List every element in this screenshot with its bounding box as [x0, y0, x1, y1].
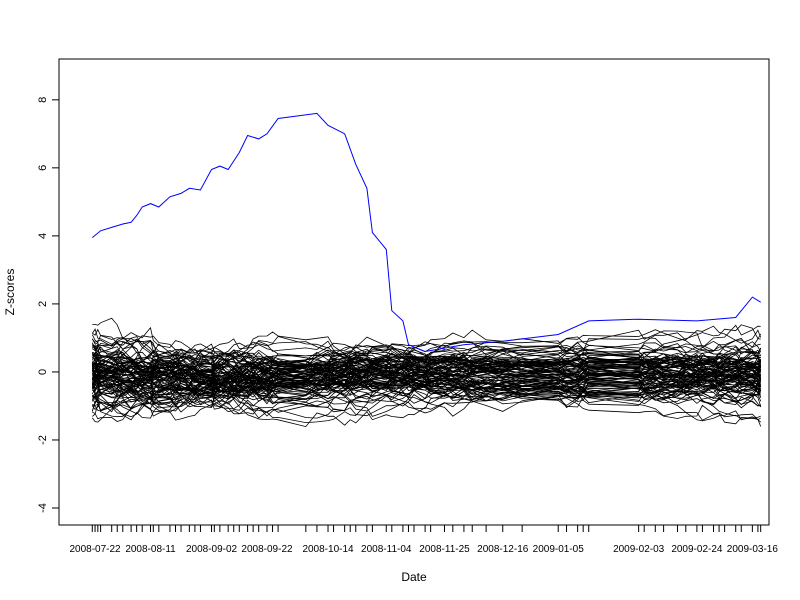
background-series-line — [92, 326, 761, 423]
background-series-line — [92, 344, 761, 398]
x-tick-label: 2008-11-25 — [419, 544, 470, 555]
background-series-line — [91, 352, 761, 384]
background-series-line — [92, 338, 762, 392]
x-tick-label: 2009-01-05 — [533, 544, 585, 555]
background-series-line — [92, 352, 761, 408]
background-series-line — [92, 373, 761, 402]
x-tick-label: 2008-08-11 — [125, 544, 176, 555]
highlight-series-group — [91, 112, 761, 353]
background-series-line — [91, 329, 762, 386]
background-series-line — [91, 338, 761, 386]
y-tick-label: -4 — [37, 503, 49, 513]
background-series-line — [91, 346, 761, 412]
background-series-line — [91, 341, 761, 381]
x-tick-label: 2008-09-02 — [186, 544, 238, 555]
background-series-line — [92, 350, 761, 407]
highlight-series-line — [91, 112, 761, 353]
background-series-line — [92, 343, 761, 395]
background-series-line — [91, 362, 761, 400]
y-tick-label: 0 — [37, 369, 49, 375]
x-tick-label: 2008-11-04 — [361, 544, 412, 555]
background-series-line — [91, 355, 761, 412]
y-tick-label: -2 — [37, 435, 49, 445]
x-tick-label: 2008-09-22 — [241, 544, 293, 555]
y-tick-label: 2 — [37, 301, 49, 307]
y-axis: -4 -2 0 2 4 6 8 — [37, 97, 59, 513]
y-tick-label: 8 — [37, 97, 49, 103]
y-axis-title: Z-scores — [3, 269, 17, 316]
x-tick-label: 2008-12-16 — [477, 544, 529, 555]
background-series-line — [92, 376, 761, 417]
y-tick-label: 4 — [37, 233, 49, 239]
background-series-group — [91, 317, 762, 428]
background-series-line — [91, 349, 761, 395]
x-tick-label: 2008-07-22 — [69, 544, 121, 555]
x-axis-title: Date — [401, 570, 427, 584]
background-series-line — [91, 340, 761, 401]
background-series-line — [92, 350, 761, 405]
x-tick-label: 2009-02-03 — [613, 544, 665, 555]
background-series-line — [92, 343, 761, 386]
y-tick-label: 6 — [37, 165, 49, 171]
x-tick-label: 2009-02-24 — [671, 544, 723, 555]
x-axis: 2008-07-22 2008-08-11 2008-09-02 2008-09-22… — [69, 525, 778, 555]
x-tick-label: 2009-03-16 — [727, 544, 779, 555]
background-series-line — [91, 334, 762, 427]
background-series-line — [91, 363, 762, 410]
x-tick-label: 2008-10-14 — [302, 544, 354, 555]
